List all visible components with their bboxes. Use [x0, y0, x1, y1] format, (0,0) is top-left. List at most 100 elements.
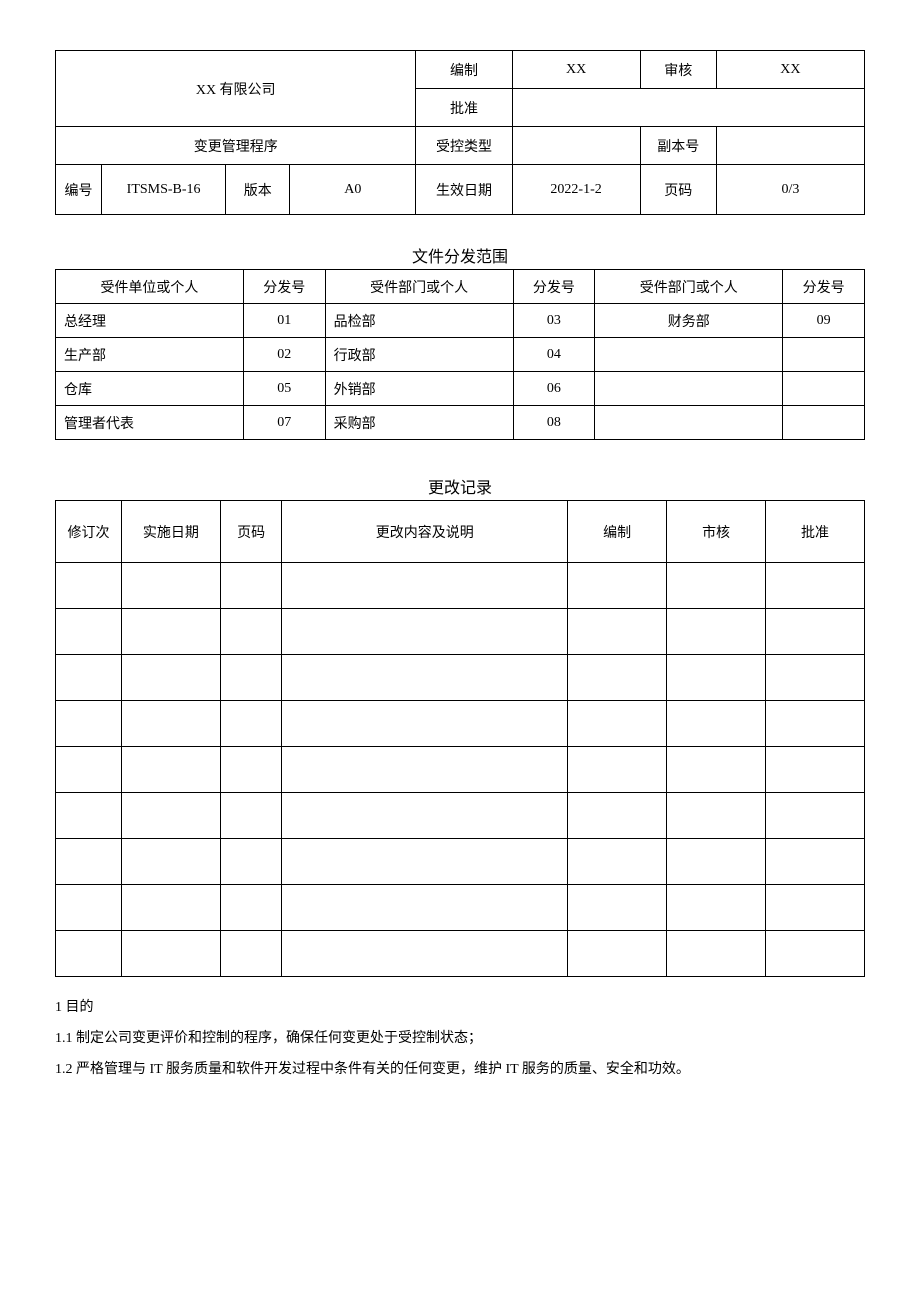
- dist-cell: 采购部: [325, 406, 513, 440]
- dist-cell: 08: [513, 406, 595, 440]
- chg-cell: [667, 885, 766, 931]
- table-row: 仓库05外销部06: [56, 372, 865, 406]
- chg-cell: [56, 839, 122, 885]
- version-value: A0: [290, 165, 416, 215]
- company-name: XX 有限公司: [56, 51, 416, 127]
- table-row: [56, 885, 865, 931]
- table-row: [56, 931, 865, 977]
- version-label: 版本: [226, 165, 290, 215]
- chg-cell: [568, 931, 667, 977]
- changelog-title: 更改记录: [55, 474, 865, 498]
- chg-h5: 编制: [568, 501, 667, 563]
- page-value: 0/3: [716, 165, 864, 215]
- chg-cell: [220, 655, 282, 701]
- table-row: [56, 793, 865, 839]
- chg-h2: 实施日期: [121, 501, 220, 563]
- dist-col-b: 分发号: [243, 270, 325, 304]
- chg-cell: [56, 609, 122, 655]
- dist-cell: [595, 406, 783, 440]
- chg-cell: [282, 793, 568, 839]
- chg-cell: [568, 701, 667, 747]
- dist-cell: 07: [243, 406, 325, 440]
- dist-cell: 生产部: [56, 338, 244, 372]
- chg-cell: [766, 701, 865, 747]
- chg-cell: [56, 701, 122, 747]
- chg-cell: [568, 839, 667, 885]
- chg-cell: [56, 793, 122, 839]
- dist-cell: 管理者代表: [56, 406, 244, 440]
- dist-cell: 总经理: [56, 304, 244, 338]
- dist-cell: [783, 338, 865, 372]
- table-row: 管理者代表07采购部08: [56, 406, 865, 440]
- chg-cell: [121, 885, 220, 931]
- dist-cell: 03: [513, 304, 595, 338]
- dist-cell: 外销部: [325, 372, 513, 406]
- compile-label: 编制: [416, 51, 512, 89]
- chg-cell: [220, 609, 282, 655]
- chg-cell: [121, 609, 220, 655]
- procedure-name: 变更管理程序: [56, 127, 416, 165]
- table-row: [56, 747, 865, 793]
- dist-cell: 09: [783, 304, 865, 338]
- body-sec1: 1 目的: [55, 993, 865, 1024]
- dist-cell: [783, 372, 865, 406]
- table-row: [56, 655, 865, 701]
- chg-h4: 更改内容及说明: [282, 501, 568, 563]
- changelog-table: 修订次 实施日期 页码 更改内容及说明 编制 市核 批准: [55, 500, 865, 977]
- body-p2: 1.2 严格管理与 IT 服务质量和软件开发过程中条件有关的任何变更，维护 IT…: [55, 1055, 865, 1086]
- dist-cell: 02: [243, 338, 325, 372]
- chg-cell: [568, 793, 667, 839]
- chg-cell: [121, 931, 220, 977]
- chg-cell: [766, 609, 865, 655]
- table-row: [56, 609, 865, 655]
- chg-cell: [56, 655, 122, 701]
- doc-no-value: ITSMS-B-16: [102, 165, 226, 215]
- chg-cell: [568, 885, 667, 931]
- chg-cell: [56, 563, 122, 609]
- chg-cell: [220, 931, 282, 977]
- chg-cell: [220, 563, 282, 609]
- chg-cell: [667, 931, 766, 977]
- table-row: [56, 563, 865, 609]
- doc-no-label: 编号: [56, 165, 102, 215]
- dist-cell: 04: [513, 338, 595, 372]
- chg-cell: [568, 609, 667, 655]
- dist-cell: 05: [243, 372, 325, 406]
- dist-cell: 01: [243, 304, 325, 338]
- chg-cell: [121, 839, 220, 885]
- chg-cell: [667, 793, 766, 839]
- dist-cell: [595, 338, 783, 372]
- dist-cell: 仓库: [56, 372, 244, 406]
- chg-cell: [220, 701, 282, 747]
- chg-cell: [282, 609, 568, 655]
- dist-col-e: 受件部门或个人: [595, 270, 783, 304]
- chg-cell: [56, 747, 122, 793]
- chg-cell: [220, 747, 282, 793]
- dist-col-d: 分发号: [513, 270, 595, 304]
- table-row: [56, 701, 865, 747]
- chg-cell: [568, 563, 667, 609]
- chg-h1: 修订次: [56, 501, 122, 563]
- table-row: 总经理01品检部03财务部09: [56, 304, 865, 338]
- chg-cell: [121, 701, 220, 747]
- table-row: [56, 839, 865, 885]
- chg-cell: [121, 563, 220, 609]
- chg-cell: [667, 701, 766, 747]
- body-p1: 1.1 制定公司变更评价和控制的程序，确保任何变更处于受控制状态；: [55, 1024, 865, 1055]
- dist-cell: 行政部: [325, 338, 513, 372]
- chg-cell: [766, 747, 865, 793]
- chg-cell: [282, 563, 568, 609]
- chg-cell: [282, 885, 568, 931]
- eff-date-value: 2022-1-2: [512, 165, 640, 215]
- chg-cell: [121, 747, 220, 793]
- chg-cell: [282, 701, 568, 747]
- chg-cell: [667, 839, 766, 885]
- copy-no-value: [716, 127, 864, 165]
- approve-label: 批准: [416, 89, 512, 127]
- chg-cell: [667, 609, 766, 655]
- body-text: 1 目的 1.1 制定公司变更评价和控制的程序，确保任何变更处于受控制状态； 1…: [55, 993, 865, 1085]
- chg-cell: [220, 885, 282, 931]
- chg-cell: [220, 839, 282, 885]
- dist-col-c: 受件部门或个人: [325, 270, 513, 304]
- dist-cell: 品检部: [325, 304, 513, 338]
